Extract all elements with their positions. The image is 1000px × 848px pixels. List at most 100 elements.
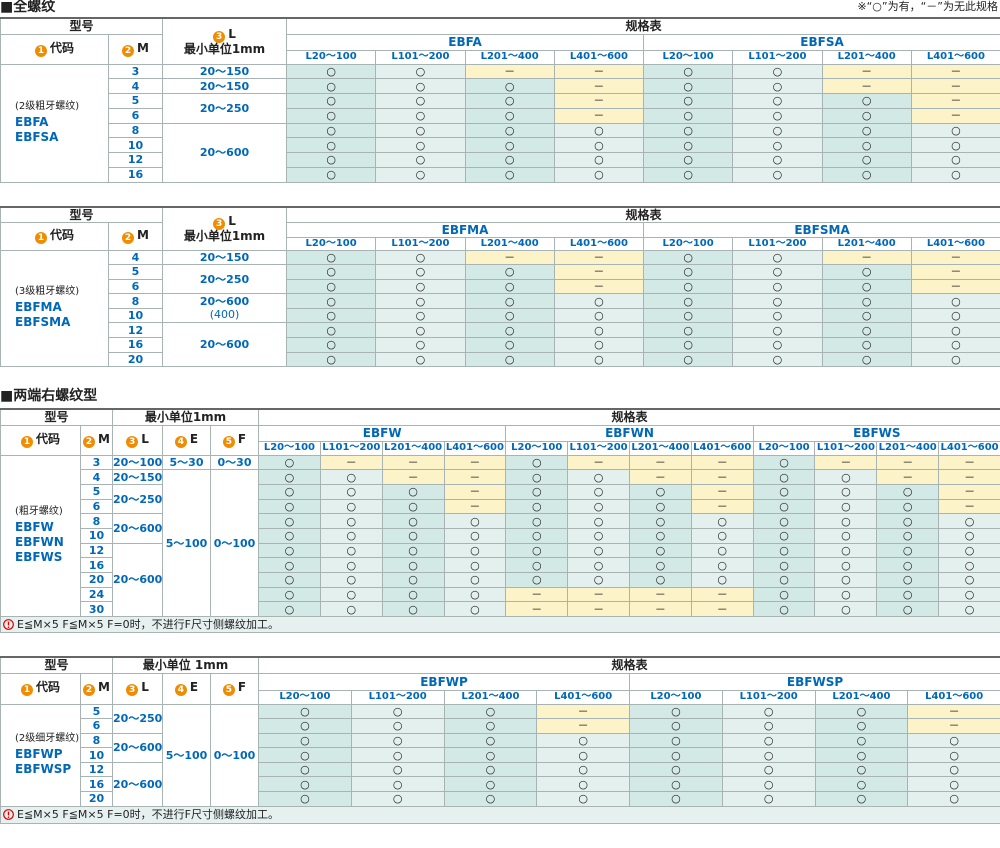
spec-cell: ○	[629, 761, 723, 778]
header-row: 1 代码 2 M EBFA EBFSA	[0, 33, 1000, 65]
spec-cell: ○	[732, 322, 823, 339]
code-name: EBFWS	[15, 549, 63, 564]
spec-cell: ○	[814, 732, 909, 749]
spec-cell: －	[443, 469, 507, 485]
spec-cell: ○	[821, 337, 912, 353]
spec-cell: ○	[258, 542, 321, 559]
spec-cell: －	[690, 601, 754, 618]
spec-cell: ○	[536, 791, 631, 807]
l-range: 20～600	[113, 741, 163, 755]
spec-cell: ○	[752, 454, 816, 471]
spec-cell: ○	[553, 307, 645, 324]
spec-cell: ○	[732, 337, 823, 353]
spec-cell: ○	[628, 513, 692, 529]
column-header: L20～100	[258, 689, 352, 705]
table-body: (3级粗牙螺纹) EBFMA EBFSMA 4 20～150 ○ ○ －－ ○ ○ －－ 5 20～25…	[0, 249, 1000, 368]
spec-cell: ○	[286, 93, 377, 109]
e-range: 5～30	[169, 455, 204, 469]
spec-row: 4 20～150 ○ ○ ○ － ○ ○ －－	[1, 78, 1000, 94]
spec-cell: ○	[319, 527, 383, 544]
spec-row: 4 20～150 5～100 0～100 ○ ○ －－ ○ ○ －－ ○ ○ －－	[1, 469, 1000, 618]
spec-row: (2级粗牙螺纹) EBFA EBFSA 3 20～150 ○ ○ －－ ○ ○ －－	[0, 63, 1000, 183]
l-cell: 20～150	[162, 78, 288, 94]
spec-cell: ○	[375, 166, 466, 183]
column-header: L101～200	[814, 440, 878, 456]
spec-cell: ○	[821, 107, 912, 124]
spec-cell: ○	[752, 513, 816, 529]
spec-cell: ○	[732, 152, 823, 168]
spec-cell: ○	[443, 791, 538, 807]
spec-cell: ○	[732, 122, 823, 139]
field-label: E	[189, 680, 199, 694]
m-cell: 12	[79, 542, 114, 559]
field-number: 4	[174, 684, 187, 696]
spec-cell: ○	[464, 122, 555, 139]
spec-cell: ○	[464, 264, 555, 280]
spec-cell: ○	[876, 557, 940, 573]
m-cell: 4	[107, 249, 164, 266]
spec-cell: －	[907, 703, 1000, 720]
spec-row: 16 ○ ○ ○ ○ ○ ○ ○ ○ ○ ○ ○ ○	[1, 557, 1000, 573]
f-cell: 0～30	[210, 454, 260, 471]
spec-header: 规格表	[258, 408, 1000, 426]
spec-cell: ○	[464, 152, 555, 168]
field-number: 5	[222, 684, 235, 696]
m-cell: 3	[107, 63, 164, 80]
spec-cell: ○	[567, 469, 630, 485]
field-label: F	[237, 431, 247, 446]
l-cell: 20～100	[112, 454, 164, 471]
spec-cell: ○	[821, 322, 912, 339]
m-cell: 5	[107, 93, 164, 109]
spec-cell: ○	[464, 351, 555, 368]
column-header: L201～400	[628, 440, 692, 456]
spec-cell: ○	[814, 469, 878, 485]
spec-row: 5 20～250 ○ ○ ○ － ○ ○ ○ －	[1, 264, 1000, 295]
spec-cell: ○	[821, 278, 912, 295]
m-cell: 5	[107, 264, 164, 280]
spec-cell: ○	[258, 732, 352, 749]
field-number: 4	[174, 435, 187, 448]
f-cell: 0～100	[210, 703, 260, 807]
spec-cell: ○	[258, 513, 321, 529]
spec-cell: －	[910, 93, 1000, 109]
field-number: 2	[122, 231, 135, 244]
field-number: 3	[213, 30, 226, 43]
l-range: 20～150	[199, 79, 250, 93]
spec-cell: ○	[319, 572, 383, 588]
spec-cell: ○	[910, 137, 1000, 153]
spec-cell: ○	[938, 601, 1000, 618]
column-header: L20～100	[286, 236, 377, 251]
spec-cell: ○	[910, 122, 1000, 139]
spec-cell: ○	[643, 152, 734, 168]
spec-cell: ○	[375, 293, 466, 309]
spec-cell: ○	[876, 586, 940, 603]
m-cell: 16	[79, 557, 114, 573]
spec-cell: ○	[505, 557, 569, 573]
spec-cell: ○	[643, 137, 734, 153]
spec-cell: ○	[258, 498, 321, 515]
f-cell: 0～100	[210, 469, 260, 618]
spec-cell: ○	[629, 703, 723, 720]
legend-note: ※“○”为有，“－”为无此规格	[857, 0, 998, 13]
spec-cell: ○	[505, 498, 569, 515]
column-header: L401～600	[907, 689, 1000, 705]
spec-cell: ○	[907, 761, 1000, 778]
unit-header: 最小单位1mm	[112, 408, 260, 426]
column-header: L401～600	[536, 689, 631, 705]
spec-row: 12 ○ ○ ○ ○ ○ ○ ○ ○	[1, 152, 1000, 168]
spec-cell: ○	[732, 78, 823, 94]
spec-table: 型号 最小单位 1mm 规格表 1 代码 2 M 3 L 4 E 5 F EBFWP EBFWSP L20～1…	[0, 656, 1000, 824]
spec-cell: ○	[381, 586, 445, 603]
l-cell: 20～250	[112, 483, 164, 515]
spec-cell: －	[505, 601, 569, 618]
spec-cell: －	[814, 454, 878, 471]
spec-cell: ○	[381, 557, 445, 573]
spec-cell: ○	[350, 791, 445, 807]
column-header: L201～400	[381, 440, 445, 456]
m-cell: 16	[107, 166, 164, 183]
header-row: 1 代码 2 M 3 L 4 E 5 F EBFWP EBFWSP	[0, 672, 1000, 705]
footnote-row: E≦M×5 F≦M×5 F=0时，不进行F尺寸侧螺纹加工。	[0, 616, 1000, 634]
field-number: 1	[34, 44, 47, 57]
